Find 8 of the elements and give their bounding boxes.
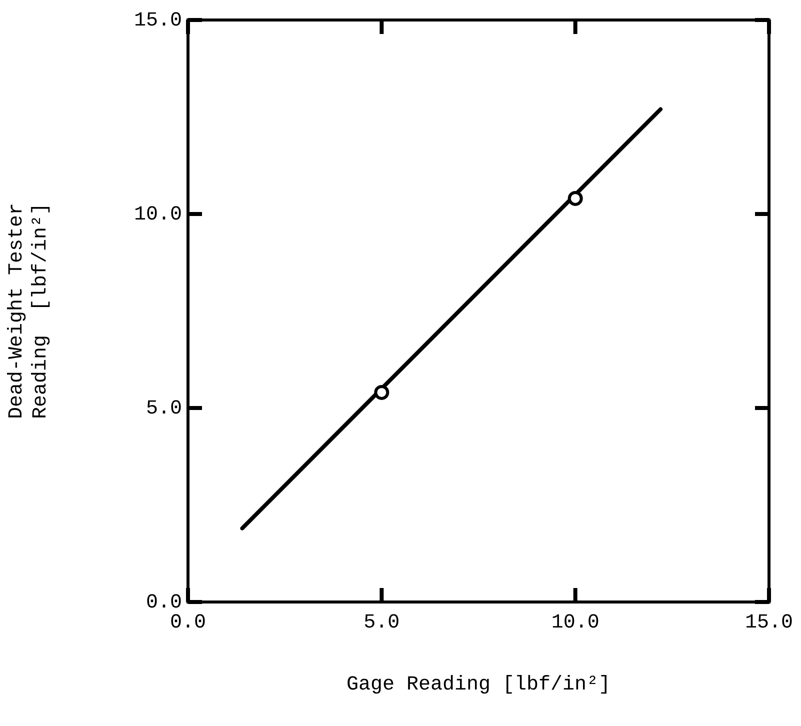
x-tick-label: 5.0 (364, 611, 400, 634)
x-axis-title: Gage Reading [lbf/in²] (346, 673, 611, 696)
x-tick-label: 15.0 (744, 611, 794, 634)
y-tick-label: 10.0 (134, 203, 182, 226)
x-tick-label: 10.0 (551, 611, 600, 634)
y-tick-label: 5.0 (146, 397, 182, 420)
y-axis-title: Dead-Weight Tester Reading [lbf/in²] (5, 202, 52, 420)
y-tick-label: 15.0 (134, 9, 182, 32)
